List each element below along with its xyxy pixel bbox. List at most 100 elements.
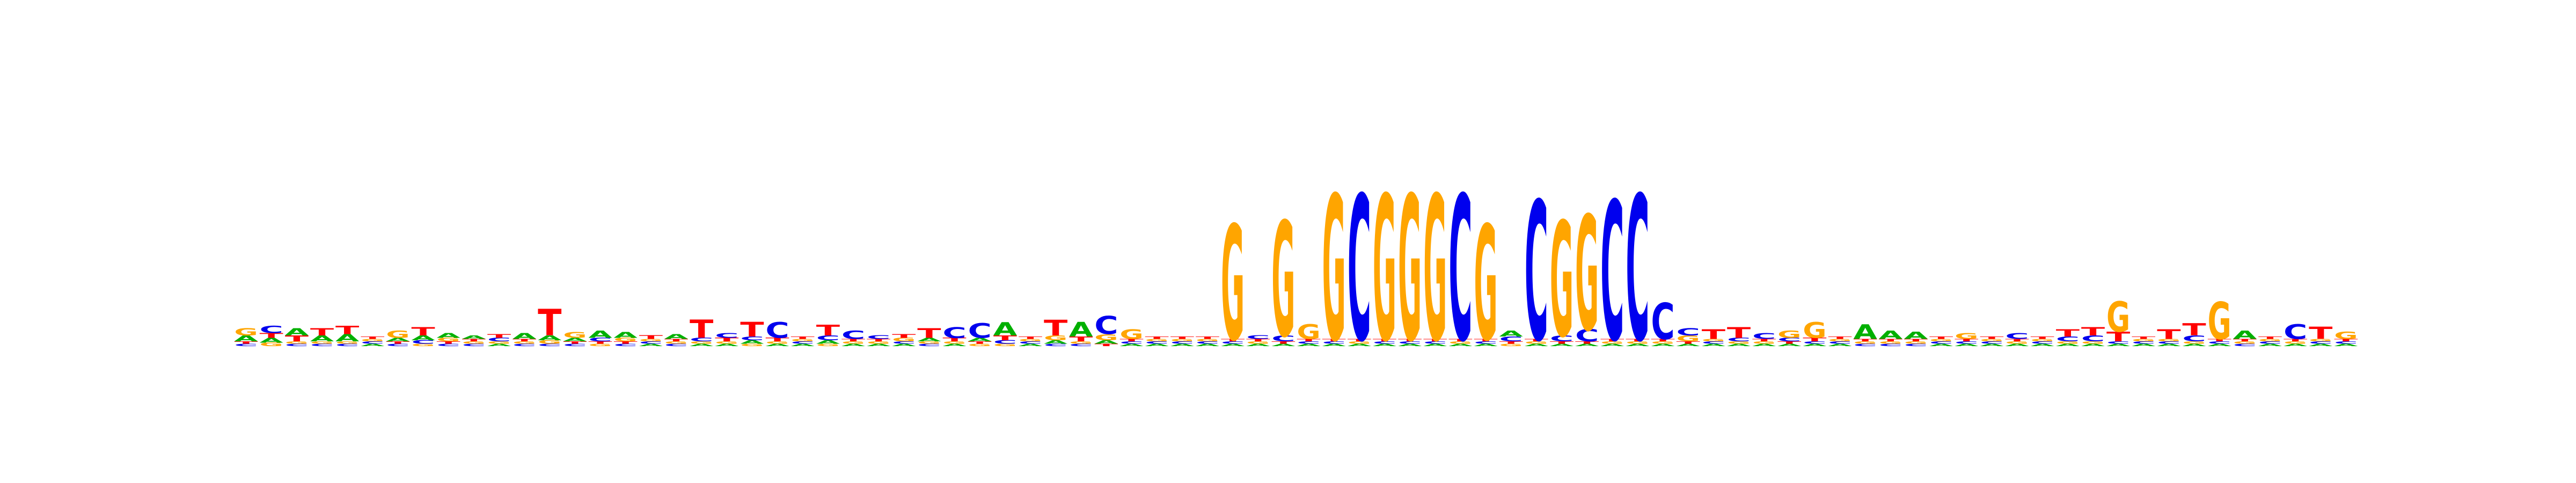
logo-letter-c: C — [2284, 320, 2307, 343]
logo-letter-a: A — [386, 336, 410, 342]
logo-letter-t: T — [816, 321, 840, 339]
logo-letter-t: T — [411, 325, 435, 338]
logo-letter-g: G — [1879, 341, 1902, 345]
logo-letter-g: G — [2182, 341, 2206, 345]
logo-letter-t: T — [1879, 338, 1903, 342]
logo-letter-c: C — [791, 341, 815, 345]
logo-letter-g: G — [1626, 341, 1649, 345]
logo-letter-t: T — [1499, 341, 1524, 345]
logo-letter-g: G — [1752, 341, 1776, 345]
logo-letter-c: C — [563, 343, 587, 347]
logo-letter-g: G — [437, 337, 460, 343]
logo-letter-t: T — [1777, 341, 1802, 345]
logo-letter-c: C — [1550, 334, 1574, 343]
logo-letter-g: G — [2334, 330, 2358, 342]
logo-letter-c: C — [1575, 326, 1599, 346]
logo-letter-g: G — [538, 339, 561, 345]
logo-letter-g: G — [740, 343, 764, 347]
logo-letter-a: A — [942, 343, 967, 347]
logo-letter-t: T — [335, 324, 359, 337]
logo-letter-c: C — [310, 343, 334, 347]
logo-letter-t: T — [1600, 338, 1624, 342]
logo-letter-a: A — [1322, 343, 1346, 347]
logo-letter-c: C — [1980, 341, 2003, 345]
logo-letter-t: T — [1677, 341, 1701, 345]
logo-letter-a: A — [917, 336, 941, 342]
logo-letter-g: G — [892, 337, 916, 343]
logo-letter-c: C — [1727, 337, 1751, 343]
logo-letter-t: T — [917, 325, 941, 341]
logo-letter-t: T — [361, 336, 385, 340]
logo-letter-g: G — [1019, 338, 1042, 342]
logo-letter-a: A — [1677, 343, 1701, 347]
logo-letter-g: G — [462, 341, 486, 345]
logo-letter-a: A — [1702, 343, 1726, 347]
logo-letter-t: T — [715, 336, 739, 342]
logo-letter-a: A — [1955, 343, 1979, 347]
logo-letter-c: C — [1019, 341, 1042, 345]
logo-letter-a: A — [614, 330, 638, 340]
logo-letter-g: G — [2233, 341, 2257, 345]
logo-letter-a: A — [2056, 343, 2080, 347]
logo-letter-c: C — [2031, 341, 2054, 345]
logo-letter-t: T — [1828, 336, 1852, 340]
logo-letter-g: G — [234, 326, 258, 338]
logo-letter-g: G — [917, 341, 941, 345]
logo-letter-a: A — [1651, 343, 1675, 347]
logo-letter-a: A — [740, 339, 764, 345]
logo-letter-t: T — [1752, 338, 1776, 342]
logo-letter-c: C — [1525, 163, 1548, 385]
logo-letter-t: T — [1980, 336, 2004, 340]
logo-letter-t: T — [791, 336, 815, 340]
logo-letter-g: G — [1600, 341, 1624, 345]
logo-letter-t: T — [1019, 336, 1043, 340]
logo-letter-a: A — [2081, 343, 2105, 347]
logo-letter-t: T — [1626, 338, 1650, 342]
logo-letter-g: G — [2208, 292, 2231, 352]
logo-letter-t: T — [2208, 338, 2232, 342]
logo-letter-c: C — [588, 337, 612, 343]
logo-letter-a: A — [2182, 343, 2206, 347]
logo-letter-t: T — [942, 336, 967, 342]
logo-letter-a: A — [1221, 343, 1245, 347]
logo-letter-c: C — [1803, 341, 1826, 345]
logo-letter-a: A — [487, 343, 511, 347]
logo-letter-c: C — [1094, 311, 1118, 340]
logo-letter-a: A — [1752, 343, 1776, 347]
logo-letter-a: A — [411, 334, 435, 341]
logo-letter-g: G — [1322, 155, 1346, 386]
logo-letter-c: C — [765, 318, 789, 343]
logo-letter-c: C — [1955, 341, 1978, 345]
logo-letter-g: G — [1828, 338, 1851, 342]
logo-letter-a: A — [1019, 343, 1043, 347]
logo-letter-c: C — [386, 343, 409, 347]
logo-letter-g: G — [1854, 341, 1877, 345]
logo-letter-a: A — [2258, 343, 2282, 347]
logo-letter-c: C — [234, 343, 258, 347]
logo-letter-g: G — [1094, 333, 1118, 342]
logo-letter-a: A — [791, 343, 815, 347]
logo-letter-t: T — [234, 341, 258, 345]
logo-letter-t: T — [1069, 335, 1093, 343]
logo-letter-g: G — [1196, 338, 1219, 342]
logo-letter-t: T — [2284, 338, 2308, 342]
logo-letter-t: T — [664, 338, 689, 342]
logo-letter-t: T — [2157, 326, 2181, 342]
logo-letter-g: G — [1499, 343, 1523, 347]
logo-letter-c: C — [2005, 331, 2029, 341]
logo-letter-c: C — [1322, 341, 1346, 345]
logo-letter-a: A — [260, 336, 283, 344]
logo-letter-g: G — [1448, 341, 1472, 345]
logo-letter-a: A — [1904, 330, 1928, 341]
logo-letter-a: A — [1626, 343, 1650, 347]
logo-letter-c: C — [1499, 335, 1523, 343]
logo-letter-c: C — [1777, 337, 1801, 343]
logo-letter-a: A — [2309, 343, 2333, 347]
logo-letter-g: G — [1550, 189, 1574, 372]
logo-letter-a: A — [1423, 343, 1447, 347]
logo-letter-t: T — [1727, 324, 1751, 341]
logo-letter-a: A — [1448, 343, 1473, 347]
logo-letter-t: T — [1348, 338, 1372, 342]
